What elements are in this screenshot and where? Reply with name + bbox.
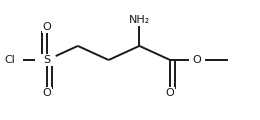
Text: O: O [166, 88, 174, 98]
Text: O: O [43, 88, 51, 98]
Text: NH₂: NH₂ [129, 15, 150, 25]
Text: O: O [43, 22, 51, 32]
Text: O: O [193, 55, 202, 65]
Text: S: S [43, 55, 51, 65]
Text: Cl: Cl [4, 55, 15, 65]
